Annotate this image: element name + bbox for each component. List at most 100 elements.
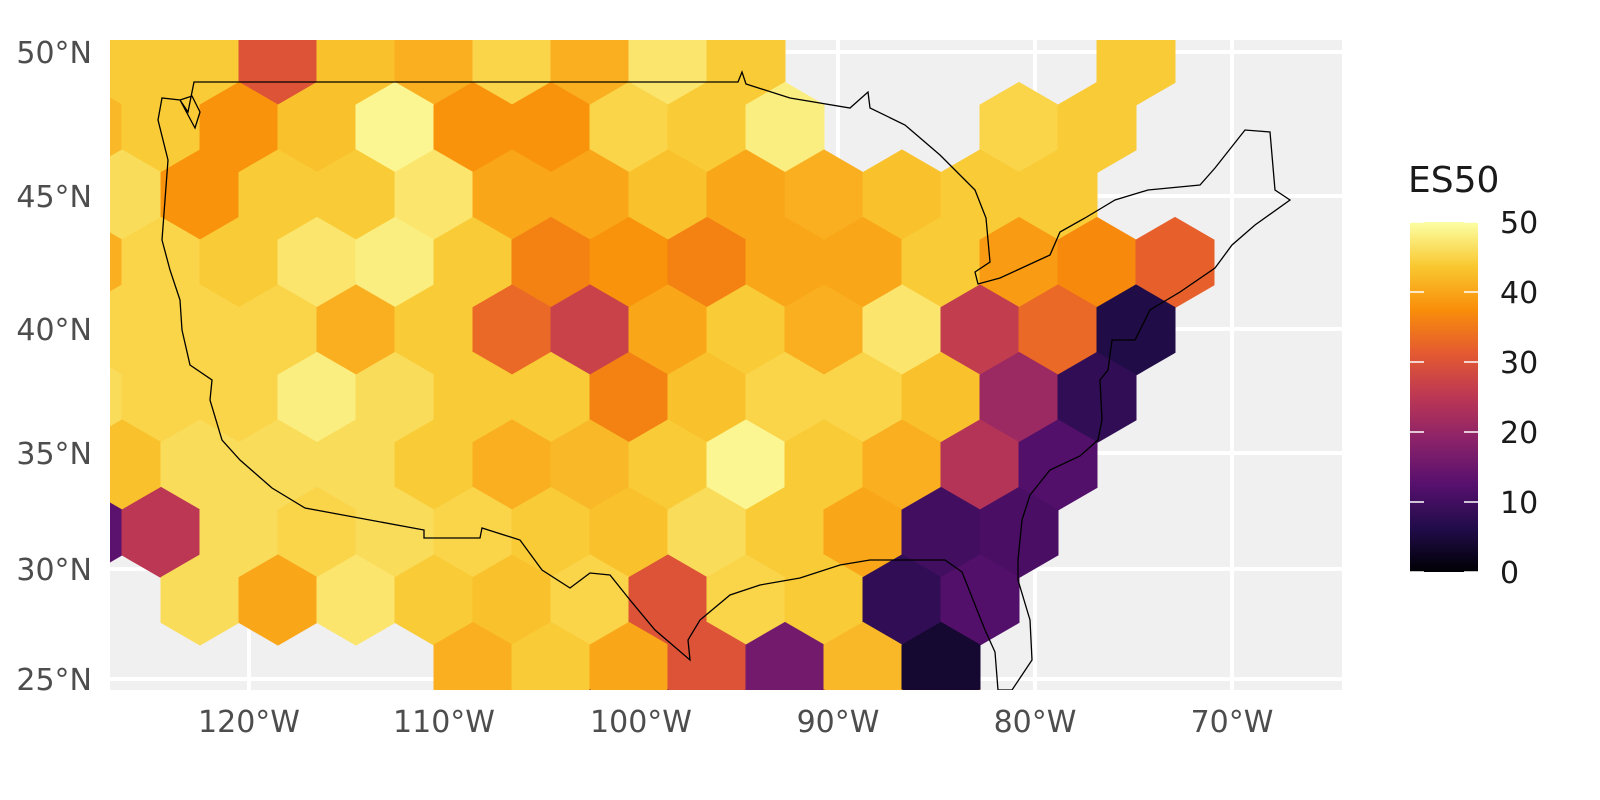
hex-cell: [511, 81, 591, 174]
hex-cell: [1135, 216, 1215, 309]
hex-cell: [355, 486, 435, 579]
hex-cell: [511, 621, 591, 690]
color-legend: ES50 50 40 30 20 10 0: [1408, 160, 1538, 591]
longitude-tick-labels: 120°W 110°W 100°W 90°W 80°W 70°W: [198, 705, 1273, 740]
hex-cell: [238, 149, 318, 241]
hex-cell: [862, 149, 942, 241]
hex-cell: [901, 216, 981, 309]
hex-cell: [744, 689, 748, 690]
hex-cell: [1018, 284, 1098, 376]
hex-cell: [394, 554, 474, 646]
hex-cell: [784, 284, 864, 376]
hex-cell: [589, 351, 669, 444]
hex-cell: [472, 149, 552, 241]
hex-cell: [667, 351, 747, 444]
hex-cell: [589, 216, 669, 309]
legend-tick-marks: [1410, 221, 1478, 573]
hex-cell: [901, 486, 981, 579]
hex-cell: [979, 486, 1059, 579]
hex-cell: [667, 81, 747, 174]
hex-cell: [355, 351, 435, 444]
hex-cell: [472, 554, 552, 646]
lon-tick-label: 100°W: [590, 705, 692, 740]
hex-cell: [745, 216, 825, 309]
legend-label: 0: [1500, 556, 1519, 591]
hex-cell: [1018, 149, 1098, 241]
hex-cell: [706, 554, 786, 646]
hex-cell: [110, 367, 123, 428]
hex-cell: [706, 149, 786, 241]
hex-cell: [316, 419, 396, 511]
legend-label: 20: [1500, 416, 1538, 451]
hex-cell: [472, 40, 552, 106]
hex-cell: [667, 216, 747, 309]
hex-cell: [316, 149, 396, 241]
lon-tick-label: 90°W: [797, 705, 880, 740]
hex-cell: [121, 81, 201, 174]
hex-cell: [979, 216, 1059, 309]
hex-cell: [433, 621, 513, 690]
hex-cell: [550, 419, 630, 511]
hex-cell: [238, 419, 318, 511]
hex-cell: [979, 351, 1059, 444]
hex-cell: [199, 351, 279, 444]
hex-cell: [277, 216, 357, 309]
hex-cell: [316, 40, 396, 106]
hex-cell: [433, 486, 513, 579]
legend-label: 50: [1500, 206, 1538, 241]
hex-cell: [277, 351, 357, 444]
hex-cell: [940, 149, 1020, 241]
hex-cell: [667, 621, 747, 690]
hex-cell: [706, 40, 786, 106]
lat-tick-label: 50°N: [16, 36, 92, 71]
hex-cell: [706, 284, 786, 376]
lat-tick-label: 25°N: [16, 663, 92, 698]
hex-cell: [940, 284, 1020, 376]
hex-cell: [199, 486, 279, 579]
hex-cell: [510, 689, 514, 690]
hex-cell: [900, 689, 904, 690]
hex-cell: [745, 621, 825, 690]
hex-cell: [978, 689, 982, 690]
hex-cell: [667, 486, 747, 579]
hex-cell: [589, 81, 669, 174]
hex-cell: [666, 689, 670, 690]
hex-cell: [628, 40, 708, 106]
hex-cell: [277, 486, 357, 579]
hex-cell: [940, 419, 1020, 511]
hex-cell: [589, 486, 669, 579]
hex-cell: [628, 419, 708, 511]
latitude-tick-labels: 50°N 45°N 40°N 35°N 30°N 25°N: [16, 36, 92, 698]
hex-cell: [394, 40, 474, 106]
hex-cell: [355, 81, 435, 174]
lon-tick-label: 80°W: [994, 705, 1077, 740]
hex-cell: [862, 284, 942, 376]
hex-cell: [121, 216, 201, 309]
hex-cell: [121, 486, 201, 579]
hex-cell: [628, 284, 708, 376]
hex-cell: [160, 149, 240, 241]
hex-cell: [316, 284, 396, 376]
hex-cell: [394, 284, 474, 376]
lat-tick-label: 40°N: [16, 313, 92, 348]
hex-cell: [110, 502, 123, 563]
hex-cell: [199, 81, 279, 174]
hex-cell: [901, 621, 981, 690]
hex-cell: [433, 81, 513, 174]
legend-label: 30: [1500, 346, 1538, 381]
hex-cell: [823, 486, 903, 579]
hex-cell: [550, 40, 630, 106]
hex-cell: [121, 351, 201, 444]
hex-cell: [550, 284, 630, 376]
legend-colorbar: [1410, 222, 1478, 572]
hex-cell: [110, 284, 162, 376]
hex-cell: [355, 216, 435, 309]
hex-cell: [628, 149, 708, 241]
hex-cell: [550, 149, 630, 241]
hex-cell: [238, 284, 318, 376]
lon-tick-label: 70°W: [1191, 705, 1274, 740]
hex-cell: [823, 351, 903, 444]
hex-cell: [745, 351, 825, 444]
hex-cell: [550, 554, 630, 646]
